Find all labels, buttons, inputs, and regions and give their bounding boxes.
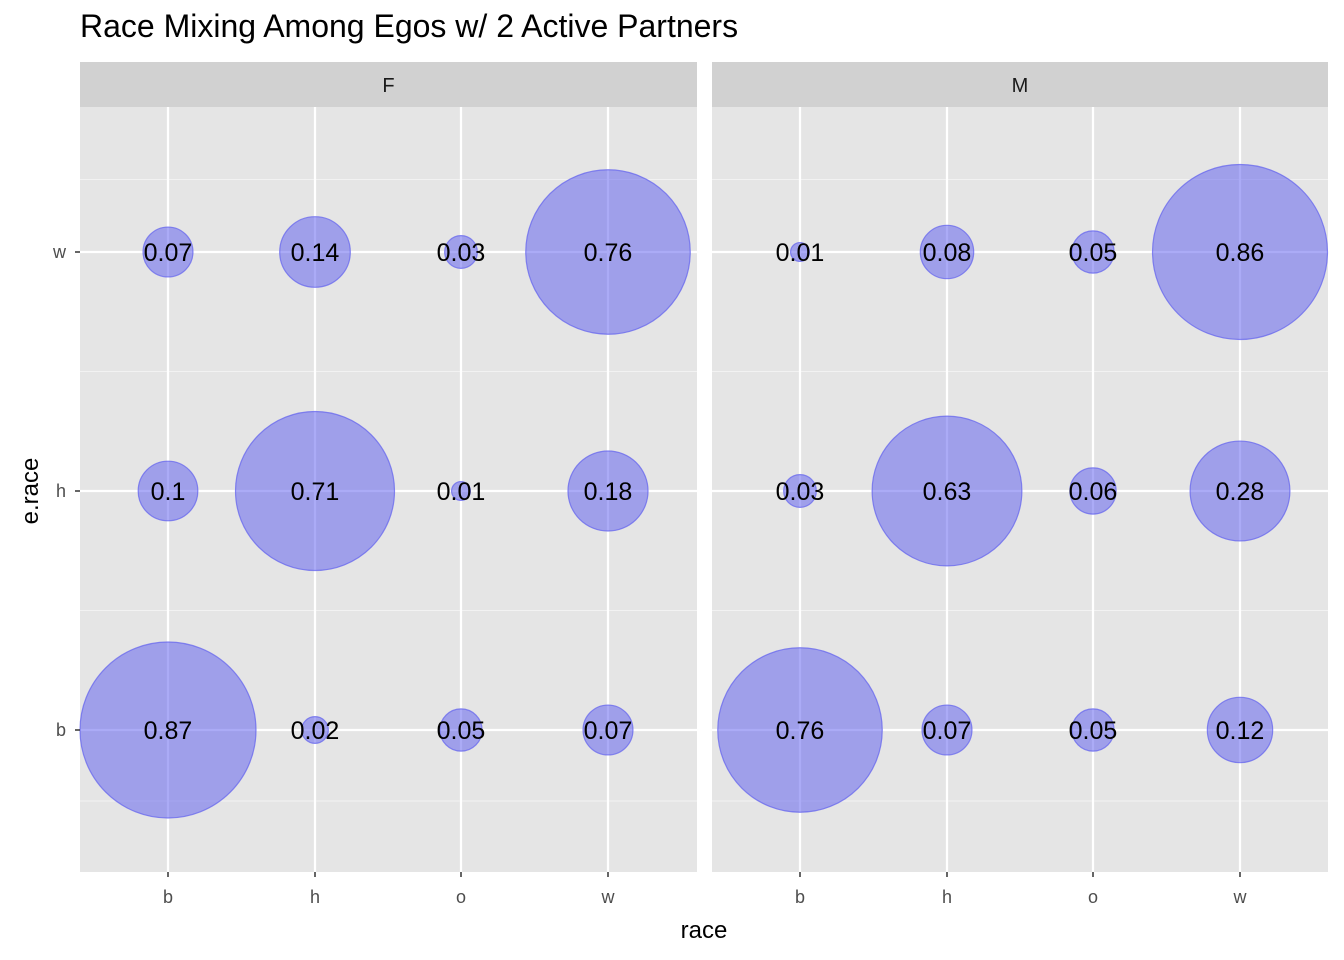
x-tick-label: b <box>795 887 805 907</box>
bubble-value-label: 0.1 <box>151 478 186 506</box>
x-tick-label: o <box>1088 887 1098 907</box>
bubble-point <box>234 410 396 572</box>
y-tick-label: w <box>52 242 67 262</box>
bubble-point <box>279 216 351 288</box>
bubble-point <box>1189 440 1291 542</box>
x-tick-label: b <box>163 887 173 907</box>
chart-title: Race Mixing Among Egos w/ 2 Active Partn… <box>80 8 739 44</box>
bubble-point <box>1071 708 1115 752</box>
bubble-value-label: 0.01 <box>437 478 486 506</box>
bubble-point <box>921 704 973 756</box>
x-axis-title: race <box>681 917 728 944</box>
facet-strip-m <box>712 62 1328 107</box>
bubble-point <box>1069 467 1117 515</box>
bubble-point <box>1206 696 1274 764</box>
bubble-point <box>137 460 199 522</box>
bubble-value-label: 0.03 <box>437 239 486 267</box>
bubble-point <box>871 415 1023 567</box>
bubble-point <box>789 241 811 263</box>
facet-strip-f <box>80 62 697 107</box>
bubble-point <box>1151 163 1329 341</box>
x-tick-label: w <box>1233 887 1248 907</box>
bubble-value-label: 0.03 <box>776 478 825 506</box>
bubble-value-label: 0.06 <box>1069 478 1118 506</box>
bubble-value-label: 0.76 <box>776 717 825 745</box>
bubble-value-label: 0.08 <box>923 239 972 267</box>
x-tick-label: o <box>456 887 466 907</box>
bubble-value-label: 0.05 <box>1069 239 1118 267</box>
x-tick-label: h <box>942 887 952 907</box>
bubble-value-label: 0.71 <box>291 478 340 506</box>
bubble-value-label: 0.63 <box>923 478 972 506</box>
bubble-value-label: 0.12 <box>1216 717 1265 745</box>
bubble-value-label: 0.05 <box>1069 717 1118 745</box>
bubble-point <box>142 226 194 278</box>
facet-strip-label: F <box>382 75 394 97</box>
y-tick-label: b <box>56 720 66 740</box>
bubble-point <box>439 708 483 752</box>
y-axis-title: e.race <box>17 458 44 525</box>
y-tick-label: h <box>56 481 66 501</box>
x-tick-label: w <box>601 887 616 907</box>
bubble-value-label: 0.14 <box>291 239 340 267</box>
bubble-point <box>1071 230 1115 274</box>
bubble-value-label: 0.07 <box>144 239 193 267</box>
bubble-point <box>919 224 975 280</box>
bubble-value-label: 0.02 <box>291 717 340 745</box>
bubble-value-label: 0.87 <box>144 717 193 745</box>
bubble-point <box>450 480 472 502</box>
x-tick-label: h <box>310 887 320 907</box>
bubble-value-label: 0.01 <box>776 239 825 267</box>
bubble-value-label: 0.07 <box>584 717 633 745</box>
bubble-value-label: 0.76 <box>584 239 633 267</box>
bubble-value-label: 0.18 <box>584 478 633 506</box>
bubble-point <box>567 450 649 532</box>
bubble-point <box>783 474 817 508</box>
bubble-point <box>717 647 883 813</box>
bubble-value-label: 0.86 <box>1216 239 1265 267</box>
bubble-point <box>301 716 329 744</box>
bubble-value-label: 0.05 <box>437 717 486 745</box>
bubble-value-label: 0.28 <box>1216 478 1265 506</box>
bubble-point <box>582 704 634 756</box>
bubble-value-label: 0.07 <box>923 717 972 745</box>
facet-strip-label: M <box>1012 75 1029 97</box>
bubble-point <box>525 169 691 335</box>
bubble-point <box>444 235 478 269</box>
